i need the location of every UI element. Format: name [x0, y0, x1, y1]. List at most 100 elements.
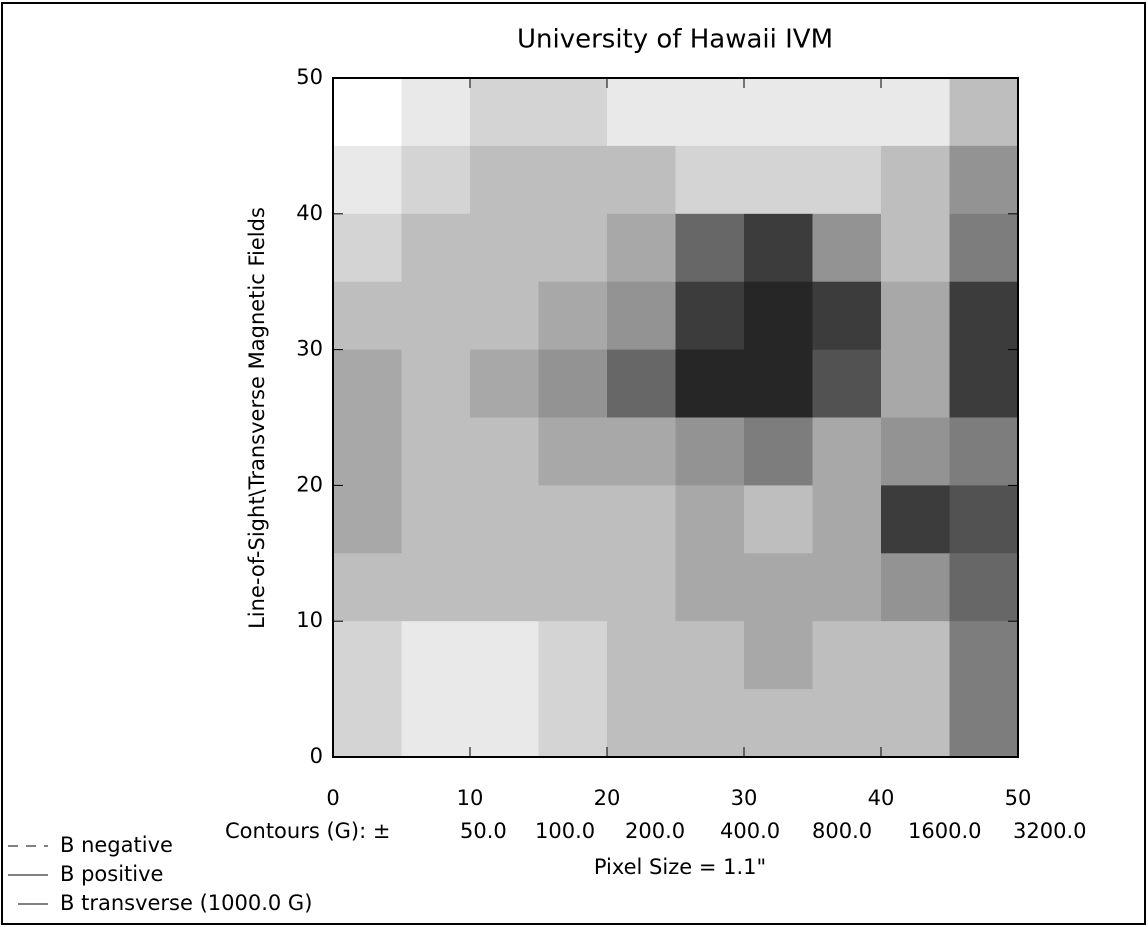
- shade-cell: [812, 78, 882, 147]
- plot-border: [332, 77, 1019, 758]
- shade-cell: [333, 553, 402, 622]
- shade-cell: [401, 213, 471, 283]
- shade-cell: [812, 349, 882, 418]
- shade-cell: [401, 281, 471, 351]
- shade-cell: [812, 485, 882, 554]
- shade-cell: [401, 553, 471, 622]
- y-tick-label: 10: [296, 608, 323, 632]
- x-tick-label: 50: [1005, 786, 1032, 810]
- contour-level: 200.0: [625, 819, 685, 843]
- shade-cell: [675, 417, 745, 486]
- contour-level: 50.0: [460, 819, 507, 843]
- x-tick-label: 20: [594, 786, 621, 810]
- shade-cell: [881, 78, 950, 147]
- shade-cell: [744, 281, 813, 351]
- shade-cell: [675, 621, 745, 690]
- x-tick-label: 30: [731, 786, 758, 810]
- shade-cell: [401, 417, 471, 486]
- contour-level: 1600.0: [908, 819, 981, 843]
- shade-cell: [949, 553, 1019, 622]
- shade-cell: [881, 145, 950, 215]
- shade-cell: [333, 485, 402, 554]
- shade-cell: [607, 78, 676, 147]
- shade-cell: [538, 145, 608, 215]
- shade-cell: [333, 349, 402, 418]
- shade-cell: [607, 485, 676, 554]
- y-axis-label: Line-of-Sight\Transverse Magnetic Fields: [245, 207, 269, 629]
- contour-level: 800.0: [812, 819, 872, 843]
- shade-cell: [812, 689, 882, 758]
- legend-label: B positive: [60, 862, 163, 886]
- shade-cell: [881, 213, 950, 283]
- shade-cell: [881, 689, 950, 758]
- shade-cell: [607, 553, 676, 622]
- shade-cell: [401, 485, 471, 554]
- shade-cell: [675, 689, 745, 758]
- shade-cell: [675, 78, 745, 147]
- y-tick-label: 30: [296, 337, 323, 361]
- shade-cell: [607, 621, 676, 690]
- legend-label: B negative: [60, 833, 173, 857]
- shade-cell: [470, 689, 539, 758]
- x-tick-label: 0: [326, 786, 339, 810]
- y-tick-label: 40: [296, 201, 323, 225]
- shade-cell: [881, 417, 950, 486]
- shade-cell: [401, 349, 471, 418]
- shade-cell: [812, 417, 882, 486]
- shade-cell: [607, 689, 676, 758]
- shade-cell: [675, 349, 745, 418]
- shade-cell: [812, 553, 882, 622]
- pixel-size: Pixel Size = 1.1": [594, 855, 766, 879]
- contour-level: 400.0: [720, 819, 780, 843]
- contour-level: 3200.0: [1013, 819, 1086, 843]
- shade-cell: [881, 349, 950, 418]
- shade-cell: [881, 281, 950, 351]
- shade-cell: [949, 485, 1019, 554]
- shade-cell: [744, 689, 813, 758]
- shade-cell: [333, 281, 402, 351]
- shade-cell: [812, 281, 882, 351]
- contour-level: 100.0: [535, 819, 595, 843]
- shade-cell: [538, 213, 608, 283]
- shade-cell: [949, 281, 1019, 351]
- shade-cell: [333, 78, 402, 147]
- shade-cell: [470, 485, 539, 554]
- shade-cell: [470, 145, 539, 215]
- shade-cell: [538, 553, 608, 622]
- shade-cell: [607, 281, 676, 351]
- shade-cell: [675, 281, 745, 351]
- y-tick-label: 50: [296, 65, 323, 89]
- shade-cell: [744, 417, 813, 486]
- shade-cell: [470, 349, 539, 418]
- contours-label: Contours (G): ±: [225, 819, 390, 843]
- shade-cell: [949, 349, 1019, 418]
- legend-label: B transverse (1000.0 G): [60, 891, 312, 915]
- shade-cell: [333, 145, 402, 215]
- shade-cell: [881, 485, 950, 554]
- shade-cell: [333, 417, 402, 486]
- shade-cell: [881, 621, 950, 690]
- shade-cell: [333, 213, 402, 283]
- shade-cell: [744, 78, 813, 147]
- shade-cell: [607, 213, 676, 283]
- shade-cell: [401, 621, 471, 690]
- shade-cell: [538, 417, 608, 486]
- x-tick-label: 40: [868, 786, 895, 810]
- shade-cell: [470, 281, 539, 351]
- chart-title: University of Hawaii IVM: [517, 25, 833, 55]
- shade-cell: [675, 485, 745, 554]
- shade-cell: [470, 553, 539, 622]
- shade-cell: [744, 553, 813, 622]
- shade-cell: [470, 78, 539, 147]
- shade-cell: [538, 485, 608, 554]
- shading: [333, 78, 1019, 758]
- shade-cell: [538, 78, 608, 147]
- shade-cell: [744, 485, 813, 554]
- shade-cell: [401, 145, 471, 215]
- shade-cell: [675, 553, 745, 622]
- shade-cell: [949, 689, 1019, 758]
- shade-cell: [401, 689, 471, 758]
- shade-cell: [949, 145, 1019, 215]
- shade-cell: [949, 213, 1019, 283]
